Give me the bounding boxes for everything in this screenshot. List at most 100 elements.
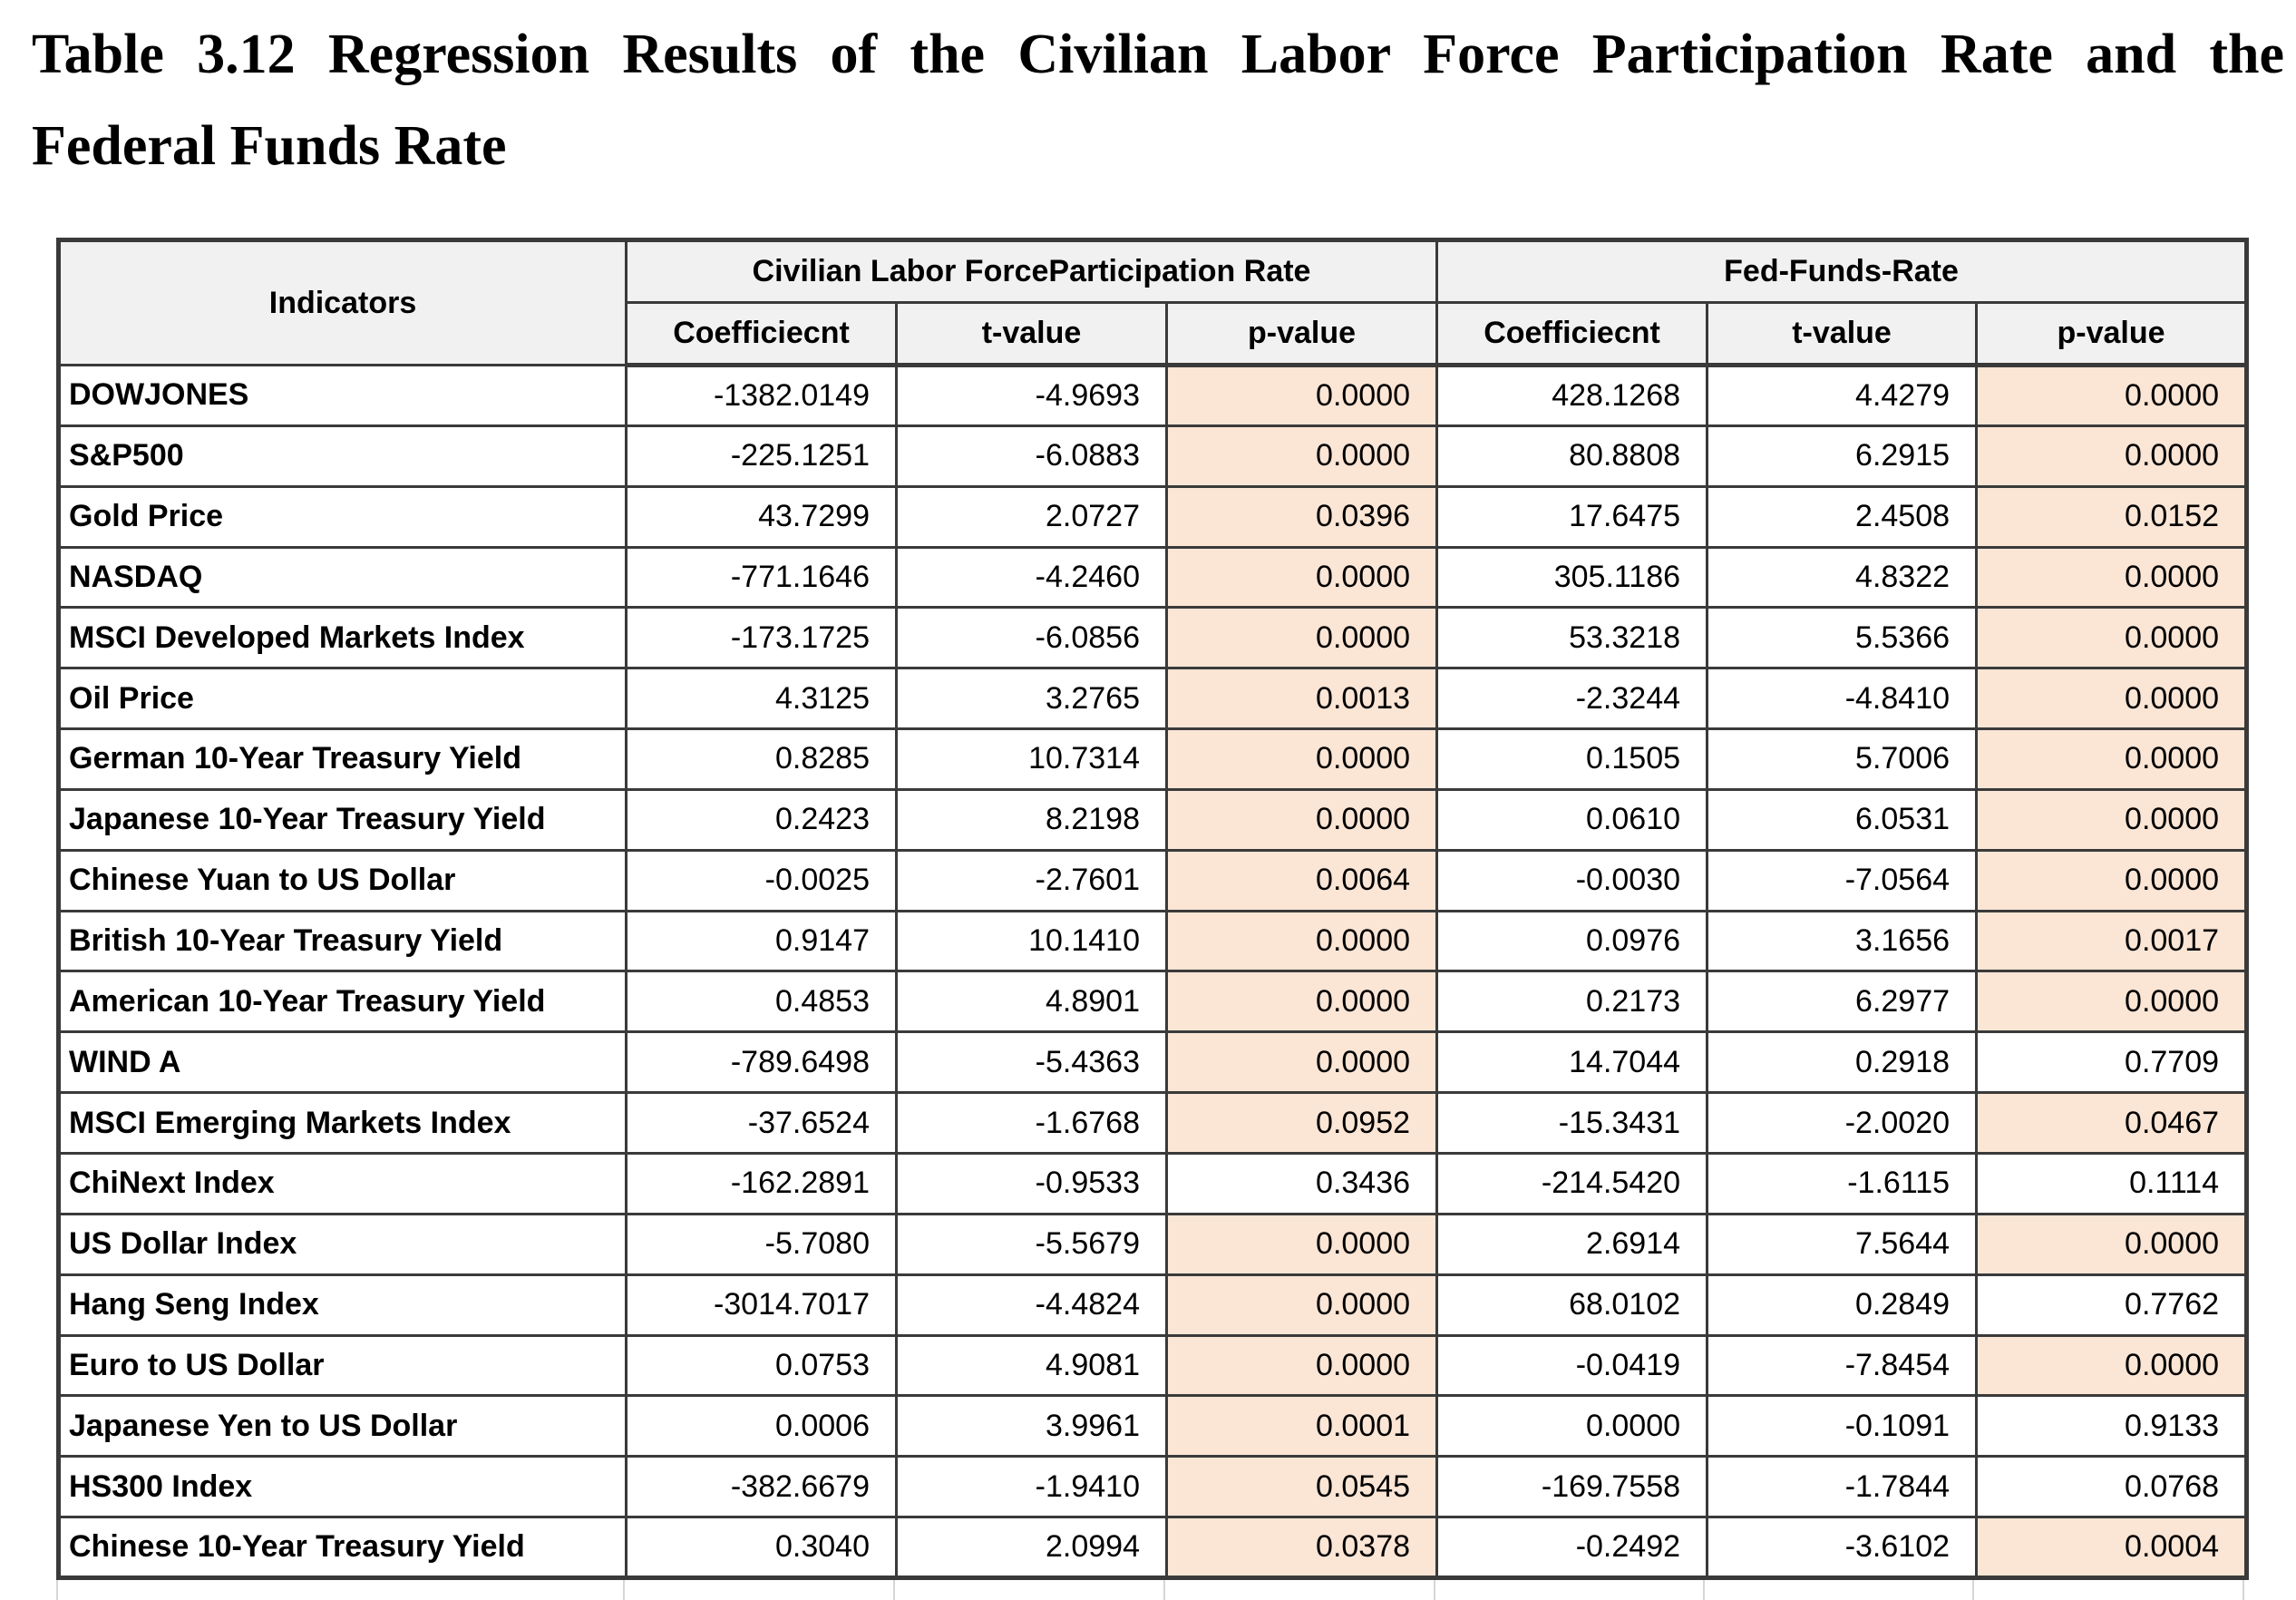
table-row: MSCI Emerging Markets Index -37.6524 -1.67…: [57, 1091, 2249, 1155]
t-value-cell: -5.4363: [895, 1030, 1168, 1095]
table-row: US Dollar Index -5.7080 -5.5679 0.0000 2.691…: [57, 1212, 2249, 1276]
indicator-cell: US Dollar Index: [57, 1212, 628, 1276]
t-value-cell: 5.5366: [1706, 606, 1979, 670]
coefficient-cell: -0.2492: [1435, 1516, 1709, 1579]
t-value-cell: 7.5644: [1706, 1212, 1979, 1276]
p-value-cell: 0.0000: [1975, 1333, 2249, 1398]
t-value-cell: -4.9693: [895, 364, 1168, 427]
indicator-cell: Japanese Yen to US Dollar: [57, 1394, 628, 1459]
coefficient-cell: 53.3218: [1435, 606, 1709, 670]
table-row: NASDAQ -771.1646 -4.2460 0.0000 305.1186 4.83…: [57, 545, 2249, 610]
p-value-cell: 0.0152: [1975, 484, 2249, 549]
table-row: American 10-Year Treasury Yield 0.4853 4.8…: [57, 970, 2249, 1034]
p-value-cell: 0.0000: [1164, 1333, 1439, 1398]
t-value-cell: 0.2918: [1706, 1030, 1979, 1095]
indicator-cell: S&P500: [57, 424, 628, 488]
cutoff-cell: [1974, 1579, 2244, 1600]
cutoff-cell: [1165, 1579, 1435, 1600]
cutoff-row: [56, 1579, 2244, 1600]
t-value-cell: -3.6102: [1706, 1516, 1979, 1579]
t-value-cell: 4.9081: [895, 1333, 1168, 1398]
p-value-cell: 0.0000: [1975, 787, 2249, 852]
cutoff-cell: [58, 1579, 626, 1600]
indicator-cell: WIND A: [57, 1030, 628, 1095]
coefficient-cell: -1382.0149: [625, 364, 898, 427]
coefficient-cell: 428.1268: [1435, 364, 1709, 427]
header-indicators: Indicators: [57, 239, 628, 366]
p-value-cell: 0.0000: [1164, 364, 1439, 427]
p-value-cell: 0.0000: [1975, 545, 2249, 610]
indicator-cell: Oil Price: [57, 667, 628, 731]
indicator-cell: Gold Price: [57, 484, 628, 549]
indicator-cell: Chinese Yuan to US Dollar: [57, 848, 628, 912]
p-value-cell: 0.0768: [1975, 1455, 2249, 1519]
coefficient-cell: 0.0000: [1435, 1394, 1709, 1459]
indicator-cell: German 10-Year Treasury Yield: [57, 727, 628, 791]
coefficient-cell: 43.7299: [625, 484, 898, 549]
table-row: S&P500 -225.1251 -6.0883 0.0000 80.8808 6.291…: [57, 424, 2249, 488]
t-value-cell: 6.2915: [1706, 424, 1979, 488]
t-value-cell: 6.0531: [1706, 787, 1979, 852]
t-value-cell: 3.1656: [1706, 909, 1979, 973]
p-value-cell: 0.0000: [1164, 727, 1439, 791]
p-value-cell: 0.0000: [1164, 606, 1439, 670]
t-value-cell: -2.0020: [1706, 1091, 1979, 1155]
cutoff-cell: [625, 1579, 896, 1600]
t-value-cell: 3.2765: [895, 667, 1168, 731]
table-row: German 10-Year Treasury Yield 0.8285 10.73…: [57, 727, 2249, 791]
table-row: ChiNext Index -162.2891 -0.9533 0.3436 -214.…: [57, 1151, 2249, 1215]
p-value-cell: 0.0013: [1164, 667, 1439, 731]
p-value-cell: 0.0000: [1164, 1212, 1439, 1276]
p-value-cell: 0.0000: [1164, 970, 1439, 1034]
page-title: Table 3.12 Regression Results of the Civ…: [32, 9, 2284, 192]
header-ffr-group: Fed-Funds-Rate: [1435, 239, 2249, 304]
t-value-cell: 10.7314: [895, 727, 1168, 791]
coefficient-cell: -162.2891: [625, 1151, 898, 1215]
p-value-cell: 0.1114: [1975, 1151, 2249, 1215]
indicator-cell: MSCI Developed Markets Index: [57, 606, 628, 670]
coefficient-cell: 0.0610: [1435, 787, 1709, 852]
p-value-cell: 0.7762: [1975, 1273, 2249, 1337]
t-value-cell: -4.8410: [1706, 667, 1979, 731]
group-header-row: Indicators Civilian Labor ForceParticipa…: [57, 239, 2249, 366]
header-clfpr-t-value: t-value: [895, 301, 1168, 367]
p-value-cell: 0.0000: [1975, 424, 2249, 488]
indicator-cell: Euro to US Dollar: [57, 1333, 628, 1398]
p-value-cell: 0.3436: [1164, 1151, 1439, 1215]
p-value-cell: 0.0378: [1164, 1516, 1439, 1579]
coefficient-cell: 0.1505: [1435, 727, 1709, 791]
table-row: WIND A -789.6498 -5.4363 0.0000 14.7044 0.291…: [57, 1030, 2249, 1095]
page-title-line-2: Federal Funds Rate: [32, 115, 507, 177]
coefficient-cell: -0.0025: [625, 848, 898, 912]
t-value-cell: -1.9410: [895, 1455, 1168, 1519]
table-row: Japanese Yen to US Dollar 0.0006 3.9961 0.0…: [57, 1394, 2249, 1459]
p-value-cell: 0.0467: [1975, 1091, 2249, 1155]
indicator-cell: DOWJONES: [57, 364, 628, 427]
t-value-cell: -4.4824: [895, 1273, 1168, 1337]
p-value-cell: 0.0000: [1164, 424, 1439, 488]
sub-header-row: Coefficiecnt t-value p-value Coefficiecn…: [59, 301, 2249, 367]
cutoff-cell: [1435, 1579, 1706, 1600]
t-value-cell: -1.6768: [895, 1091, 1168, 1155]
header-clfpr-p-value: p-value: [1164, 301, 1439, 367]
p-value-cell: 0.0000: [1164, 909, 1439, 973]
coefficient-cell: -169.7558: [1435, 1455, 1709, 1519]
coefficient-cell: 0.4853: [625, 970, 898, 1034]
cutoff-cell: [895, 1579, 1165, 1600]
p-value-cell: 0.0017: [1975, 909, 2249, 973]
t-value-cell: 4.4279: [1706, 364, 1979, 427]
table-row: Hang Seng Index -3014.7017 -4.4824 0.0000 68…: [57, 1273, 2249, 1337]
coefficient-cell: -214.5420: [1435, 1151, 1709, 1215]
indicator-cell: NASDAQ: [57, 545, 628, 610]
table-row: HS300 Index -382.6679 -1.9410 0.0545 -169.75…: [57, 1455, 2249, 1519]
indicator-cell: Hang Seng Index: [57, 1273, 628, 1337]
t-value-cell: -2.7601: [895, 848, 1168, 912]
t-value-cell: 5.7006: [1706, 727, 1979, 791]
coefficient-cell: -0.0419: [1435, 1333, 1709, 1398]
t-value-cell: 10.1410: [895, 909, 1168, 973]
coefficient-cell: 0.0753: [625, 1333, 898, 1398]
coefficient-cell: -789.6498: [625, 1030, 898, 1095]
t-value-cell: 0.2849: [1706, 1273, 1979, 1337]
coefficient-cell: 80.8808: [1435, 424, 1709, 488]
page-title-line-1: Table 3.12 Regression Results of the Civ…: [32, 24, 2284, 85]
